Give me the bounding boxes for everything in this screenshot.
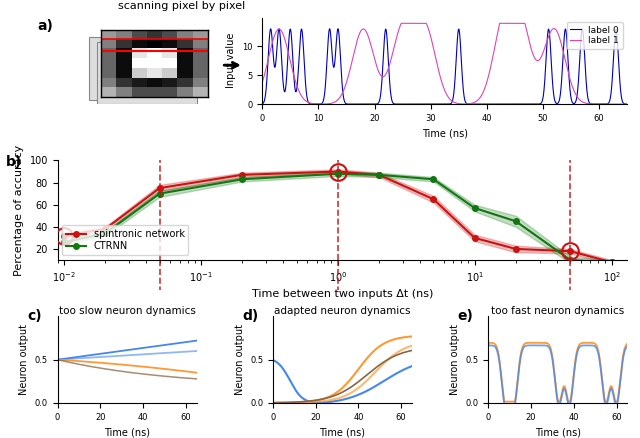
- spintronic network: [238, 172, 246, 177]
- FancyBboxPatch shape: [88, 37, 189, 100]
- Legend: spintronic network, CTRNN: spintronic network, CTRNN: [63, 226, 188, 255]
- X-axis label: Time (ns): Time (ns): [104, 427, 150, 437]
- label 0: [436, 102, 444, 107]
- label 1: [397, 21, 405, 26]
- Text: e): e): [458, 310, 474, 323]
- label 0: [426, 102, 434, 107]
- CTRNN: [238, 177, 246, 182]
- Title: adapted neuron dynamics: adapted neuron dynamics: [274, 306, 411, 316]
- label 1: [612, 102, 620, 107]
- CTRNN: [156, 191, 163, 196]
- label 1: [426, 32, 434, 37]
- label 0: [613, 32, 621, 38]
- spintronic network: [156, 185, 163, 191]
- FancyBboxPatch shape: [97, 42, 197, 104]
- Line: CTRNN: CTRNN: [61, 171, 614, 265]
- Text: scanning pixel by pixel: scanning pixel by pixel: [118, 0, 245, 11]
- spintronic network: [429, 197, 437, 202]
- Title: too slow neuron dynamics: too slow neuron dynamics: [59, 306, 195, 316]
- Line: label 0: label 0: [262, 29, 627, 104]
- X-axis label: Time (ns): Time (ns): [535, 427, 580, 437]
- CTRNN: [375, 172, 383, 177]
- CTRNN: [101, 231, 109, 236]
- spintronic network: [60, 233, 68, 238]
- CTRNN: [608, 260, 616, 265]
- Text: b): b): [6, 155, 22, 170]
- CTRNN: [566, 258, 574, 263]
- label 1: [436, 73, 444, 78]
- CTRNN: [429, 177, 437, 182]
- CTRNN: [471, 205, 479, 211]
- spintronic network: [608, 260, 616, 265]
- X-axis label: Time (ns): Time (ns): [422, 128, 468, 138]
- label 0: [546, 37, 554, 42]
- label 1: [623, 102, 631, 107]
- label 0: [623, 102, 631, 107]
- Text: d): d): [243, 310, 259, 323]
- Legend: label 0, label 1: label 0, label 1: [566, 22, 623, 49]
- CTRNN: [512, 219, 520, 224]
- spintronic network: [471, 235, 479, 240]
- Y-axis label: Neuron output: Neuron output: [450, 324, 460, 395]
- X-axis label: Time (ns): Time (ns): [319, 427, 365, 437]
- Y-axis label: Percentage of accuracy: Percentage of accuracy: [14, 145, 24, 276]
- label 1: [277, 28, 285, 33]
- Text: c): c): [27, 310, 42, 323]
- label 1: [546, 31, 554, 36]
- label 0: [275, 26, 283, 32]
- Text: a): a): [37, 19, 52, 33]
- CTRNN: [334, 171, 342, 177]
- Title: too fast neuron dynamics: too fast neuron dynamics: [491, 306, 625, 316]
- Y-axis label: Neuron output: Neuron output: [19, 324, 29, 395]
- X-axis label: Time between two inputs Δt (ns): Time between two inputs Δt (ns): [252, 289, 433, 299]
- label 0: [277, 46, 285, 51]
- spintronic network: [334, 169, 342, 174]
- label 1: [613, 102, 621, 107]
- CTRNN: [60, 240, 68, 245]
- Y-axis label: Neuron output: Neuron output: [234, 324, 244, 395]
- spintronic network: [101, 226, 109, 232]
- Y-axis label: Input value: Input value: [227, 33, 236, 88]
- Line: label 1: label 1: [262, 23, 627, 104]
- label 0: [613, 30, 621, 35]
- spintronic network: [512, 246, 520, 251]
- spintronic network: [566, 248, 574, 254]
- label 1: [259, 80, 266, 85]
- spintronic network: [375, 172, 383, 177]
- Line: spintronic network: spintronic network: [61, 169, 614, 265]
- label 0: [500, 102, 508, 107]
- label 0: [259, 101, 266, 106]
